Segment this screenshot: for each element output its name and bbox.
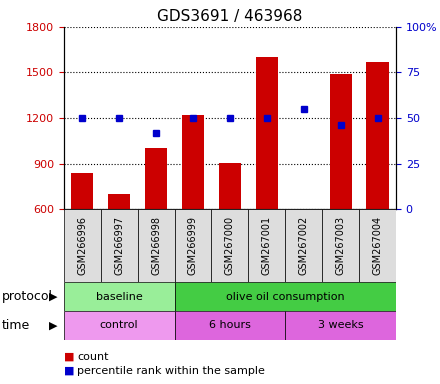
Text: GSM266998: GSM266998 [151,216,161,275]
Text: GSM267000: GSM267000 [225,216,235,275]
Text: GSM267001: GSM267001 [262,216,272,275]
FancyBboxPatch shape [285,311,396,340]
FancyBboxPatch shape [138,209,175,282]
Text: ■: ■ [64,366,74,376]
Text: count: count [77,352,109,362]
FancyBboxPatch shape [64,282,175,311]
Text: GSM267002: GSM267002 [299,216,309,275]
Bar [256,57,278,209]
Text: ■: ■ [64,352,74,362]
Bar [182,115,204,209]
Bar [330,74,352,209]
FancyBboxPatch shape [175,209,212,282]
FancyBboxPatch shape [175,311,285,340]
FancyBboxPatch shape [101,209,138,282]
Text: olive oil consumption: olive oil consumption [226,291,345,302]
FancyBboxPatch shape [322,209,359,282]
Text: control: control [100,320,139,331]
Bar [71,173,93,209]
Text: GSM266999: GSM266999 [188,216,198,275]
Text: percentile rank within the sample: percentile rank within the sample [77,366,265,376]
FancyBboxPatch shape [248,209,285,282]
Text: time: time [2,319,30,332]
Text: ▶: ▶ [48,320,57,331]
Title: GDS3691 / 463968: GDS3691 / 463968 [157,9,303,24]
FancyBboxPatch shape [359,209,396,282]
Text: GSM266996: GSM266996 [77,216,87,275]
FancyBboxPatch shape [175,282,396,311]
Text: protocol: protocol [2,290,53,303]
Text: 3 weeks: 3 weeks [318,320,363,331]
Text: baseline: baseline [96,291,143,302]
FancyBboxPatch shape [212,209,248,282]
Text: GSM267004: GSM267004 [373,216,382,275]
Bar [145,149,167,209]
Text: 6 hours: 6 hours [209,320,251,331]
FancyBboxPatch shape [64,311,175,340]
Text: GSM267003: GSM267003 [336,216,346,275]
Bar [367,62,389,209]
Bar [108,194,130,209]
FancyBboxPatch shape [64,209,101,282]
FancyBboxPatch shape [285,209,322,282]
Text: GSM266997: GSM266997 [114,216,124,275]
Bar [219,163,241,209]
Text: ▶: ▶ [48,291,57,302]
